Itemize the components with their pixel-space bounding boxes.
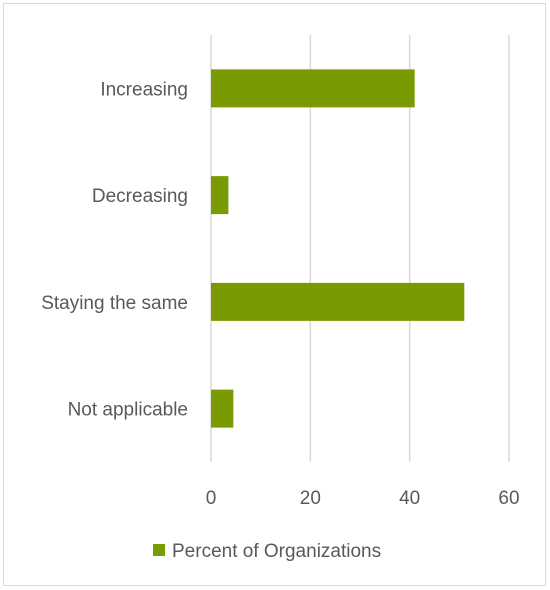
bar-not-applicable xyxy=(211,389,234,428)
legend: Percent of Organizations xyxy=(153,541,381,562)
category-label-increasing: Increasing xyxy=(100,79,188,100)
bar-increasing xyxy=(211,69,415,108)
category-label-staying-the-same: Staying the same xyxy=(41,293,188,314)
legend-label: Percent of Organizations xyxy=(172,541,381,562)
category-labels: Increasing Decreasing Staying the same Not … xyxy=(41,79,188,420)
x-tick-label-20: 20 xyxy=(300,488,321,509)
bars xyxy=(211,69,465,428)
legend-swatch xyxy=(153,544,165,556)
x-tick-label-60: 60 xyxy=(498,488,519,509)
category-label-decreasing: Decreasing xyxy=(92,186,188,207)
x-tick-label-40: 40 xyxy=(399,488,420,509)
x-tick-label-0: 0 xyxy=(206,488,217,509)
category-label-not-applicable: Not applicable xyxy=(68,400,188,421)
x-tick-labels: 0 20 40 60 xyxy=(206,488,520,509)
bar-decreasing xyxy=(211,176,229,215)
bar-staying-the-same xyxy=(211,282,465,321)
